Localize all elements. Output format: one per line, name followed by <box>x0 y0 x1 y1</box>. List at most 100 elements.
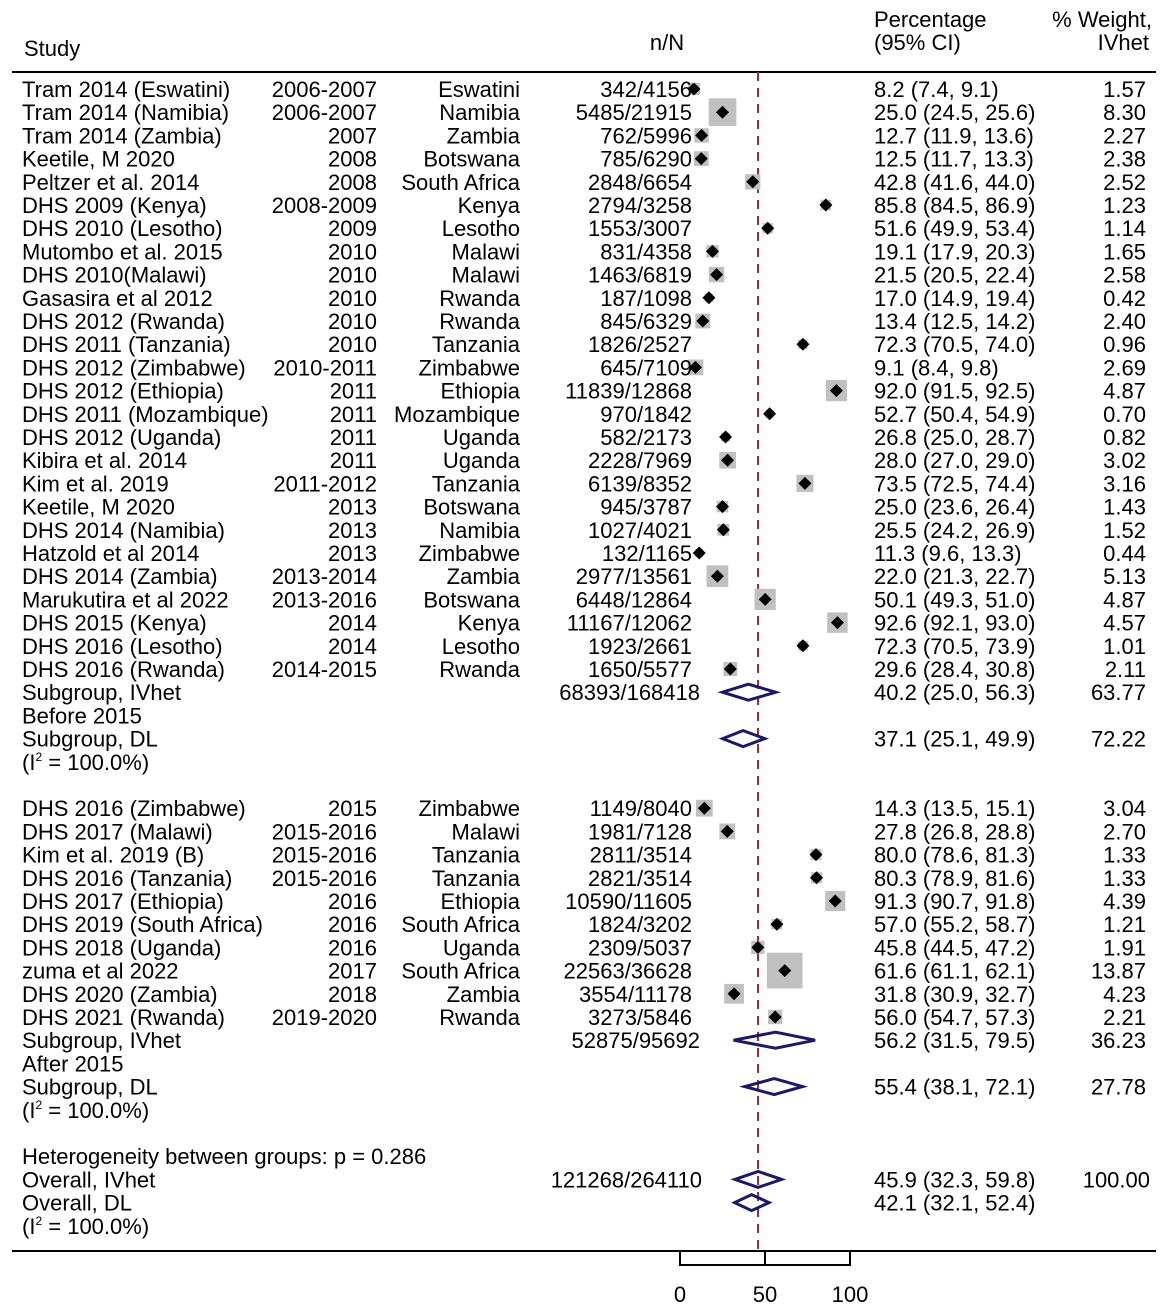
study-weight: 2.58 <box>1103 263 1146 288</box>
subgroup-dl-label: Subgroup, DL <box>22 727 158 752</box>
x-axis-tick-label: 0 <box>674 1282 686 1306</box>
overall-ivhet-weight: 100.00 <box>1083 1167 1150 1192</box>
study-ci: 12.5 (11.7, 13.3) <box>874 147 1034 172</box>
study-year: 2011 <box>330 425 377 450</box>
study-country: Botswana <box>423 587 520 612</box>
study-country: Uganda <box>443 425 521 450</box>
study-weight: 1.91 <box>1103 935 1146 960</box>
study-ci: 14.3 (13.5, 15.1) <box>874 796 1035 821</box>
study-weight: 4.87 <box>1103 379 1146 404</box>
overall-ivhet-ci: 45.9 (32.3, 59.8) <box>874 1167 1035 1192</box>
point-estimate-marker <box>778 964 792 978</box>
subgroup-dl-diamond <box>739 1077 809 1097</box>
study-country: Namibia <box>439 100 520 125</box>
header-weight-method: IVhet <box>1098 30 1149 55</box>
study-weight: 1.01 <box>1103 634 1146 659</box>
study-weight: 2.40 <box>1103 309 1146 334</box>
study-n-over-n: 1824/3202 <box>588 912 692 937</box>
subgroup-ivhet-diamond <box>717 682 782 702</box>
study-year: 2010 <box>328 263 377 288</box>
study-year: 2017 <box>328 959 377 984</box>
heterogeneity-note: Heterogeneity between groups: p = 0.286 <box>22 1144 426 1169</box>
study-weight: 0.70 <box>1103 402 1146 427</box>
study-n-over-n: 945/3787 <box>600 495 692 520</box>
point-estimate-marker <box>751 940 765 954</box>
study-country: South Africa <box>401 959 520 984</box>
study-country: Zambia <box>447 982 521 1007</box>
study-year: 2015 <box>328 796 377 821</box>
study-ci: 56.0 (54.7, 57.3) <box>874 1005 1035 1030</box>
point-estimate-marker <box>830 616 844 630</box>
study-n-over-n: 187/1098 <box>600 286 692 311</box>
study-n-over-n: 2977/13561 <box>576 564 692 589</box>
subgroup-dl-ci: 37.1 (25.1, 49.9) <box>874 727 1035 752</box>
study-weight: 4.87 <box>1103 587 1146 612</box>
study-label: DHS 2016 (Rwanda) <box>22 657 225 682</box>
point-estimate-marker <box>758 592 772 606</box>
study-country: Tanzania <box>432 471 521 496</box>
study-year: 2013 <box>328 495 377 520</box>
point-estimate-marker <box>716 500 729 514</box>
point-estimate-marker <box>809 848 823 862</box>
study-weight: 0.42 <box>1103 286 1146 311</box>
study-country: Rwanda <box>439 1005 520 1030</box>
study-weight: 8.30 <box>1103 100 1146 125</box>
study-ci: 50.1 (49.3, 51.0) <box>874 587 1035 612</box>
study-ci: 12.7 (11.9, 13.6) <box>874 123 1034 148</box>
study-n-over-n: 582/2173 <box>600 425 692 450</box>
study-n-over-n: 3273/5846 <box>588 1005 692 1030</box>
point-estimate-marker <box>697 801 711 815</box>
point-estimate-marker <box>692 546 706 560</box>
x-axis-tick-label: 50 <box>753 1282 777 1306</box>
study-ci: 45.8 (44.5, 47.2) <box>874 935 1035 960</box>
study-year: 2011-2012 <box>273 471 377 496</box>
study-ci: 72.3 (70.5, 74.0) <box>874 332 1035 357</box>
study-n-over-n: 1553/3007 <box>588 216 692 241</box>
study-label: DHS 2012 (Uganda) <box>22 425 221 450</box>
study-n-over-n: 1027/4021 <box>588 518 692 543</box>
study-weight: 1.21 <box>1103 912 1146 937</box>
study-year: 2014 <box>328 611 377 636</box>
study-ci: 72.3 (70.5, 73.9) <box>874 634 1035 659</box>
study-year: 2014-2015 <box>272 657 377 682</box>
study-weight: 5.13 <box>1103 564 1146 589</box>
study-year: 2013 <box>328 541 377 566</box>
point-estimate-marker <box>746 175 760 189</box>
point-estimate-marker <box>829 384 843 398</box>
point-estimate-marker <box>721 453 735 467</box>
study-ci: 25.5 (24.2, 26.9) <box>874 518 1035 543</box>
study-label: Peltzer et al. 2014 <box>22 170 199 195</box>
study-weight: 2.27 <box>1103 123 1146 148</box>
study-n-over-n: 762/5996 <box>600 123 692 148</box>
study-label: DHS 2019 (South Africa) <box>22 912 263 937</box>
group-label: Before 2015 <box>22 703 142 728</box>
point-estimate-marker <box>770 917 784 931</box>
point-estimate-marker <box>716 105 729 119</box>
point-estimate-marker <box>761 221 775 235</box>
overall-i-squared-note: (I2 = 100.0%) <box>22 1214 149 1239</box>
study-label: DHS 2018 (Uganda) <box>22 935 221 960</box>
study-label: DHS 2011 (Tanzania) <box>22 332 231 357</box>
subgroup-ivhet-n-over-n: 68393/168418 <box>559 680 700 705</box>
subgroup-ivhet-ci: 56.2 (31.5, 79.5) <box>874 1028 1035 1053</box>
point-estimate-marker <box>688 360 702 374</box>
point-estimate-marker <box>719 430 733 444</box>
header-study: Study <box>24 36 80 61</box>
study-n-over-n: 2794/3258 <box>588 193 692 218</box>
study-label: Kibira et al. 2014 <box>22 448 187 473</box>
point-estimate-marker <box>819 198 833 212</box>
study-country: Malawi <box>452 263 520 288</box>
study-ci: 13.4 (12.5, 14.2) <box>874 309 1035 334</box>
study-year: 2015-2016 <box>272 866 377 891</box>
header-percentage: Percentage <box>874 7 987 32</box>
study-weight: 1.23 <box>1103 193 1146 218</box>
study-weight: 0.96 <box>1103 332 1146 357</box>
i-squared-note: (I2 = 100.0%) <box>22 750 149 775</box>
x-axis-tick-label: 100 <box>832 1282 869 1306</box>
point-estimate-marker <box>768 1010 782 1024</box>
study-country: South Africa <box>401 170 520 195</box>
study-year: 2008 <box>328 147 377 172</box>
study-country: Malawi <box>452 239 520 264</box>
study-label: Hatzold et al 2014 <box>22 541 199 566</box>
study-year: 2015-2016 <box>272 843 377 868</box>
